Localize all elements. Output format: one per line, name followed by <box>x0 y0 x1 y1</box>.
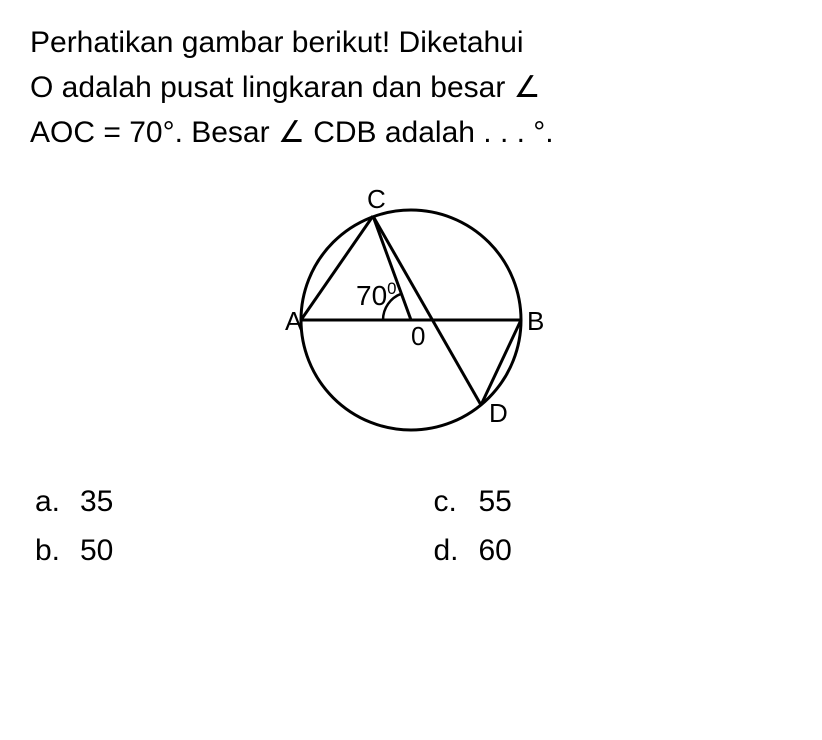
svg-text:A: A <box>285 306 303 336</box>
option-d-value: 60 <box>479 534 512 568</box>
svg-text:D: D <box>489 398 508 428</box>
option-c-value: 55 <box>479 485 512 519</box>
option-a-label: a. <box>35 485 65 519</box>
option-b-value: 50 <box>80 534 113 568</box>
option-d: d. 60 <box>434 534 793 568</box>
option-a-value: 35 <box>80 485 113 519</box>
option-a: a. 35 <box>35 485 394 519</box>
question-line3-part1: AOC = 70°. Besar <box>30 116 278 149</box>
options-grid: a. 35 c. 55 b. 50 d. 60 <box>30 485 792 568</box>
question-line3-part2: CDB adalah . . . °. <box>305 116 554 149</box>
diagram-container: A B C D 0 700 <box>30 170 792 460</box>
question-text: Perhatikan gambar berikut! Diketahui O a… <box>30 20 792 155</box>
question-line2-part1: O adalah pusat lingkaran dan besar <box>30 71 514 104</box>
option-d-label: d. <box>434 534 464 568</box>
svg-text:700: 700 <box>356 279 397 311</box>
svg-text:C: C <box>367 184 386 214</box>
option-c-label: c. <box>434 485 464 519</box>
option-b: b. 50 <box>35 534 394 568</box>
option-b-label: b. <box>35 534 65 568</box>
option-c: c. 55 <box>434 485 793 519</box>
angle-icon: ∠ <box>514 65 541 110</box>
svg-text:0: 0 <box>411 321 425 351</box>
question-line1: Perhatikan gambar berikut! Diketahui <box>30 26 524 59</box>
svg-text:B: B <box>527 306 544 336</box>
angle-icon: ∠ <box>278 110 305 155</box>
circle-diagram: A B C D 0 700 <box>271 170 551 460</box>
